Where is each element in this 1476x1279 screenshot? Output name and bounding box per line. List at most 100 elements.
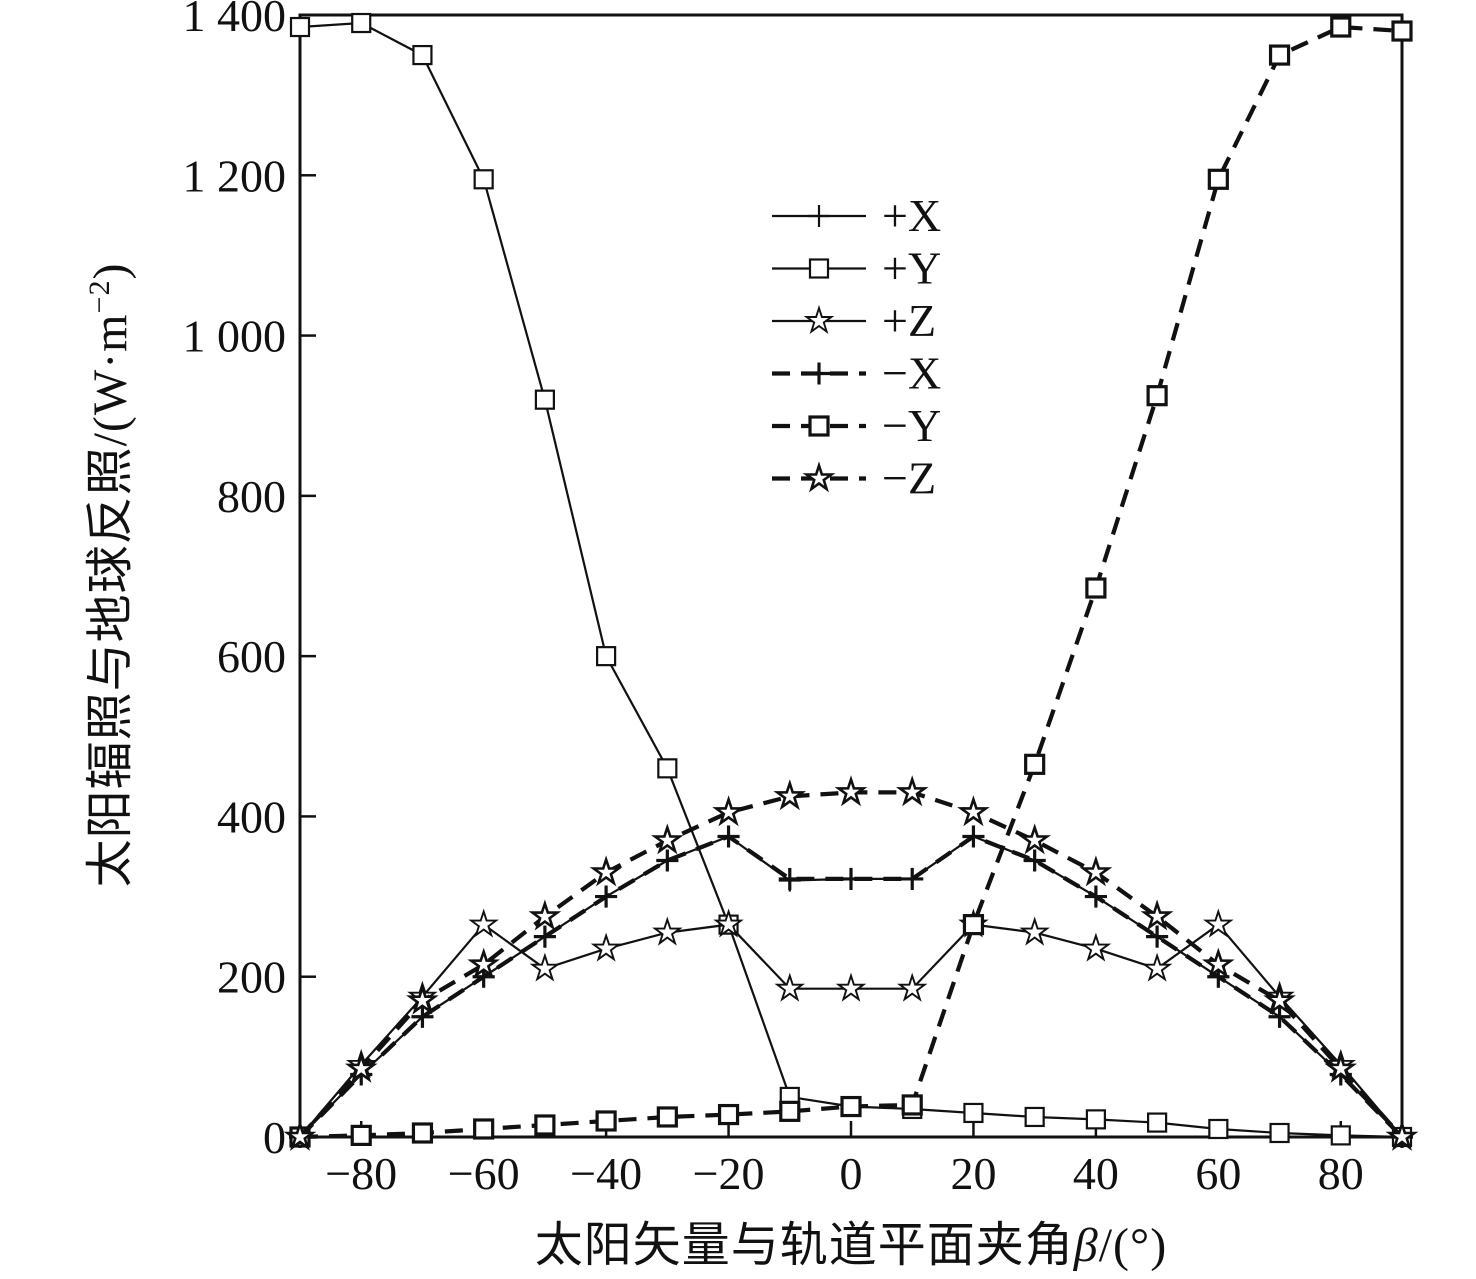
square-marker (351, 12, 372, 34)
square-marker (473, 169, 494, 190)
star-marker (957, 795, 990, 827)
square-marker (1330, 1125, 1351, 1146)
y-tick-label: 1 400 (183, 0, 287, 41)
y-tick-label: 0 (263, 1112, 286, 1163)
x-axis-label-beta: β (1073, 1219, 1099, 1272)
x-axis-label-text: 太阳矢量与轨道平面夹角 (534, 1219, 1074, 1272)
star-marker (1263, 983, 1296, 1015)
star-marker (344, 1051, 378, 1083)
star-marker (589, 855, 623, 887)
x-tick-label: 80 (1318, 1148, 1364, 1199)
star-marker (1080, 932, 1112, 962)
square-marker (412, 44, 433, 66)
x-tick-label: −20 (693, 1148, 765, 1199)
star-marker (590, 932, 622, 962)
y-tick-label: 1 000 (183, 311, 287, 362)
star-marker (651, 823, 684, 855)
square-marker (962, 914, 985, 936)
legend-label: −Y (882, 400, 941, 451)
star-marker (713, 908, 744, 938)
y-axis-label-text: 太阳辐照与地球反照/(W·m (84, 313, 137, 888)
square-marker (595, 1110, 617, 1132)
x-tick-label: −60 (448, 1148, 520, 1199)
square-marker (1391, 20, 1413, 42)
square-marker (656, 1106, 678, 1128)
y-tick-label: 800 (217, 471, 286, 522)
star-marker (529, 952, 561, 982)
x-axis-label-unit: /(°) (1098, 1219, 1168, 1272)
y-axis-label-superscript: −2 (83, 279, 116, 314)
y-tick-label: 200 (217, 952, 286, 1003)
legend-label: +X (882, 190, 941, 241)
square-marker (534, 1114, 556, 1136)
series-line (299, 21, 1403, 1139)
star-marker (1141, 952, 1173, 982)
square-marker (1147, 1112, 1168, 1133)
x-tick-label: −80 (325, 1148, 397, 1199)
legend-label: +Z (882, 295, 936, 346)
x-tick-label: −40 (570, 1148, 642, 1199)
star-marker (1079, 855, 1113, 887)
square-marker (1024, 753, 1046, 775)
star-marker (406, 983, 439, 1015)
square-marker (657, 758, 678, 779)
square-marker (1208, 1118, 1229, 1140)
square-marker (1330, 16, 1352, 38)
square-marker (840, 1095, 862, 1118)
square-marker (350, 1124, 372, 1146)
star-marker (773, 779, 807, 811)
square-marker (808, 415, 830, 437)
star-marker (1140, 899, 1174, 931)
square-marker (596, 646, 617, 667)
star-marker (1018, 823, 1051, 855)
square-marker (1085, 577, 1107, 599)
star-marker (897, 972, 928, 1002)
x-tick-label: 40 (1073, 1148, 1119, 1199)
star-marker (652, 916, 683, 946)
series-line (299, 24, 1403, 1140)
square-marker (411, 1122, 434, 1144)
star-marker (1019, 916, 1050, 946)
star-marker (1202, 947, 1235, 979)
y-tick-label: 400 (217, 791, 286, 842)
square-marker (963, 1102, 984, 1124)
series-−Y (289, 16, 1413, 1148)
square-marker (1146, 385, 1168, 407)
square-marker (1269, 1122, 1290, 1144)
x-tick-label: 0 (840, 1148, 863, 1199)
x-axis-label: 太阳矢量与轨道平面夹角β/(°) (300, 1205, 1402, 1275)
star-marker (835, 972, 867, 1002)
square-marker (779, 1100, 801, 1122)
legend-label: +Y (882, 243, 941, 294)
legend-label: −X (882, 348, 941, 399)
x-tick-label: 60 (1195, 1148, 1241, 1199)
star-marker (712, 795, 745, 827)
y-axis-label-close: ) (84, 262, 137, 280)
star-marker (283, 1119, 317, 1151)
square-marker (1085, 1109, 1106, 1130)
square-marker (1268, 44, 1291, 66)
y-axis-label: 太阳辐照与地球反照/(W·m−2) (70, 263, 140, 888)
y-tick-label: 1 200 (183, 150, 287, 201)
series-−Z (283, 775, 1419, 1151)
star-marker (802, 461, 836, 493)
star-marker (467, 947, 500, 979)
y-tick-label: 600 (217, 631, 286, 682)
square-marker (901, 1094, 923, 1116)
square-marker (1024, 1106, 1045, 1128)
series-line (298, 790, 1404, 1139)
star-marker (528, 899, 562, 931)
legend: +X+Y+Z−X−Y−Z (772, 190, 941, 504)
star-marker (774, 972, 805, 1002)
square-marker (717, 1103, 740, 1126)
square-marker (473, 1118, 495, 1140)
square-marker (534, 389, 555, 410)
star-marker (468, 908, 499, 938)
star-marker (895, 775, 929, 807)
star-marker (1385, 1119, 1419, 1151)
plot-frame (298, 13, 1404, 1139)
legend-label: −Z (882, 453, 936, 504)
star-marker (803, 304, 835, 334)
